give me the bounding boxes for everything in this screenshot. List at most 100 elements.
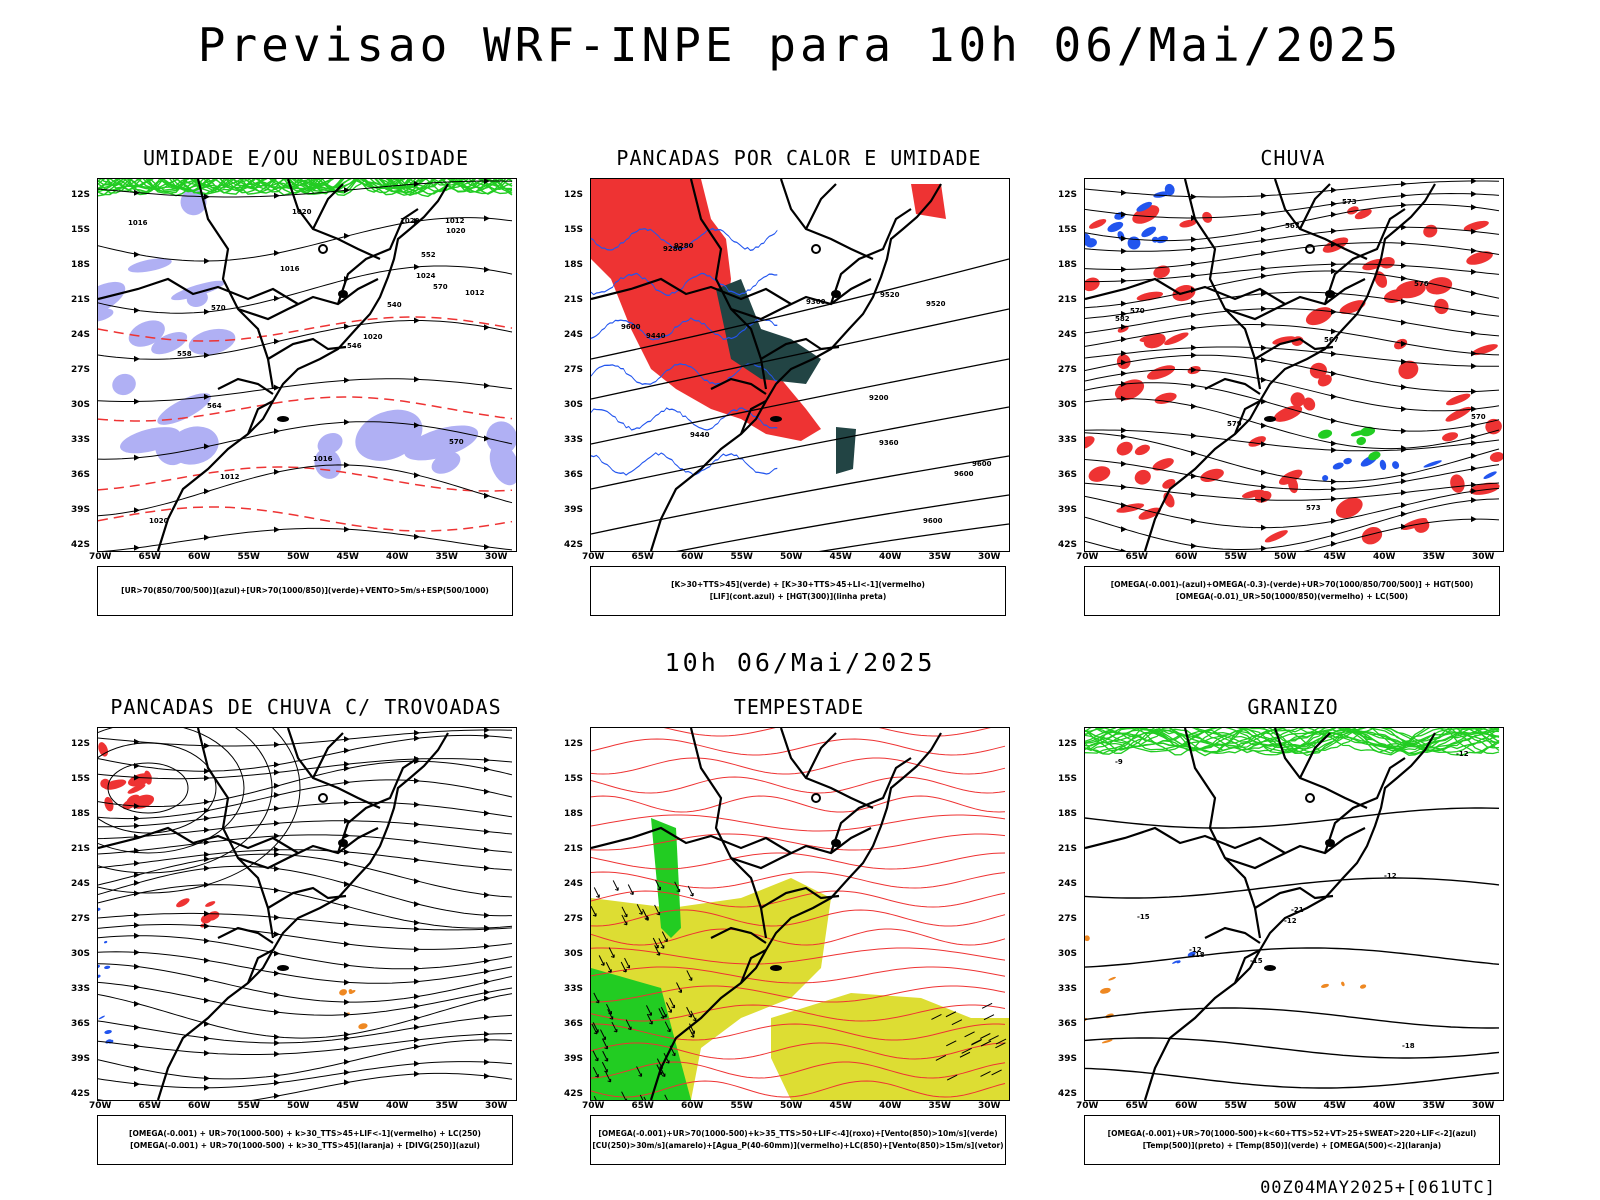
longitude-tick-label: 70W <box>89 1101 112 1111</box>
longitude-tick-label: 35W <box>928 1101 951 1111</box>
contour-label: 1012 <box>465 289 485 297</box>
latitude-tick-label: 30S <box>71 949 91 959</box>
latitude-tick-label: 21S <box>1058 844 1078 854</box>
contour-label: 1020 <box>446 227 466 235</box>
forecast-map: 582 579 576 573 570 567 573 570 567 <box>1084 178 1504 552</box>
latitude-tick-label: 42S <box>564 1089 584 1099</box>
longitude-tick-label: 65W <box>138 552 161 562</box>
longitude-tick-label: 60W <box>681 552 704 562</box>
contour-label: 9200 <box>869 394 889 402</box>
latitude-tick-label: 18S <box>71 809 91 819</box>
contour-label: 1020 <box>400 217 420 225</box>
longitude-tick-label: 30W <box>1472 552 1495 562</box>
latitude-tick-label: 24S <box>564 330 584 340</box>
longitude-tick-label: 40W <box>386 1101 409 1111</box>
contour-label: 582 <box>1115 315 1130 323</box>
contour-label: 1012 <box>220 473 240 481</box>
valid-time-label: 10h 06/Mai/2025 <box>664 648 936 677</box>
contour-label: -15 <box>1250 957 1263 965</box>
latitude-tick-label: 15S <box>564 774 584 784</box>
contour-label: 1012 <box>445 217 465 225</box>
longitude-tick-label: 70W <box>1076 1101 1099 1111</box>
latitude-tick-label: 12S <box>564 739 584 749</box>
longitude-tick-label: 40W <box>1373 552 1396 562</box>
contour-label: 570 <box>1471 413 1486 421</box>
latitude-tick-label: 30S <box>1058 949 1078 959</box>
longitude-tick-label: 30W <box>485 552 508 562</box>
contour-label: 576 <box>1414 280 1429 288</box>
contour-label: 567 <box>1285 222 1300 230</box>
longitude-tick-label: 70W <box>582 1101 605 1111</box>
latitude-tick-label: 36S <box>71 470 91 480</box>
latitude-tick-label: 18S <box>564 260 584 270</box>
latitude-tick-label: 39S <box>1058 505 1078 515</box>
latitude-tick-label: 12S <box>1058 739 1078 749</box>
longitude-tick-label: 50W <box>287 1101 310 1111</box>
contour-label: 573 <box>1306 504 1321 512</box>
latitude-tick-label: 33S <box>564 984 584 994</box>
latitude-tick-label: 15S <box>1058 225 1078 235</box>
forecast-map: 9600 9600 9600 9600 9520 9520 9440 9440 9360 9360… <box>590 178 1010 552</box>
latitude-tick-label: 18S <box>1058 809 1078 819</box>
panel-title: PANCADAS DE CHUVA C/ TROVOADAS <box>110 695 502 719</box>
latitude-tick-label: 12S <box>71 739 91 749</box>
contour-label: 9600 <box>621 323 641 331</box>
contour-label: 9360 <box>806 298 826 306</box>
longitude-tick-label: 60W <box>1175 1101 1198 1111</box>
longitude-tick-label: 65W <box>631 1101 654 1111</box>
latitude-tick-label: 39S <box>564 505 584 515</box>
longitude-tick-label: 65W <box>138 1101 161 1111</box>
longitude-tick-label: 60W <box>1175 552 1198 562</box>
longitude-tick-label: 55W <box>1224 1101 1247 1111</box>
latitude-tick-label: 30S <box>1058 400 1078 410</box>
latitude-tick-label: 42S <box>1058 540 1078 550</box>
latitude-tick-label: 33S <box>564 435 584 445</box>
panel-title: UMIDADE E/OU NEBULOSIDADE <box>142 146 470 170</box>
contour-label: 546 <box>347 342 362 350</box>
longitude-tick-label: 50W <box>1274 1101 1297 1111</box>
longitude-tick-label: 65W <box>631 552 654 562</box>
forecast-map: -9 -12 -12 -12 -15 -18 -18 -21 -15 -12 <box>1084 727 1504 1101</box>
latitude-tick-label: 24S <box>1058 330 1078 340</box>
contour-label: -18 <box>1402 1042 1415 1050</box>
latitude-tick-label: 39S <box>564 1054 584 1064</box>
panel-legend: [OMEGA(-0.001)-(azul)+OMEGA(-0.3)-(verde… <box>1084 566 1500 616</box>
longitude-tick-label: 70W <box>582 552 605 562</box>
contour-label: -12 <box>1284 917 1297 925</box>
longitude-tick-label: 50W <box>780 1101 803 1111</box>
contour-label: -12 <box>1384 872 1397 880</box>
longitude-tick-label: 45W <box>829 552 852 562</box>
latitude-tick-label: 24S <box>1058 879 1078 889</box>
longitude-tick-label: 50W <box>780 552 803 562</box>
legend-line: [OMEGA(-0.001)+UR>70(1000-500)+k<60+TTS>… <box>1107 1129 1477 1138</box>
latitude-tick-label: 42S <box>1058 1089 1078 1099</box>
longitude-tick-label: 55W <box>237 552 260 562</box>
latitude-tick-label: 21S <box>1058 295 1078 305</box>
contour-label: 570 <box>1130 307 1145 315</box>
latitude-tick-label: 27S <box>71 365 91 375</box>
contour-label: 573 <box>1342 198 1357 206</box>
longitude-tick-label: 35W <box>928 552 951 562</box>
main-title: Previsao WRF-INPE para 10h 06/Mai/2025 <box>197 18 1403 72</box>
latitude-tick-label: 39S <box>71 1054 91 1064</box>
legend-line: [OMEGA(-0.001)-(azul)+OMEGA(-0.3)-(verde… <box>1110 580 1474 589</box>
longitude-tick-label: 45W <box>829 1101 852 1111</box>
longitude-tick-label: 45W <box>1323 1101 1346 1111</box>
latitude-tick-label: 15S <box>1058 774 1078 784</box>
contour-label: 9440 <box>690 431 710 439</box>
longitude-tick-label: 35W <box>435 552 458 562</box>
latitude-tick-label: 33S <box>1058 435 1078 445</box>
panel-title: CHUVA <box>1260 146 1326 170</box>
contour-label: 570 <box>433 283 448 291</box>
latitude-tick-label: 27S <box>564 365 584 375</box>
contour-label: 570 <box>449 438 464 446</box>
contour-label: 570 <box>211 304 226 312</box>
longitude-tick-label: 40W <box>1373 1101 1396 1111</box>
contour-label: 567 <box>1324 336 1339 344</box>
contour-label: 540 <box>387 301 402 309</box>
longitude-tick-label: 55W <box>237 1101 260 1111</box>
latitude-tick-label: 42S <box>564 540 584 550</box>
latitude-tick-label: 33S <box>71 435 91 445</box>
longitude-tick-label: 30W <box>1472 1101 1495 1111</box>
contour-label: 9520 <box>926 300 946 308</box>
